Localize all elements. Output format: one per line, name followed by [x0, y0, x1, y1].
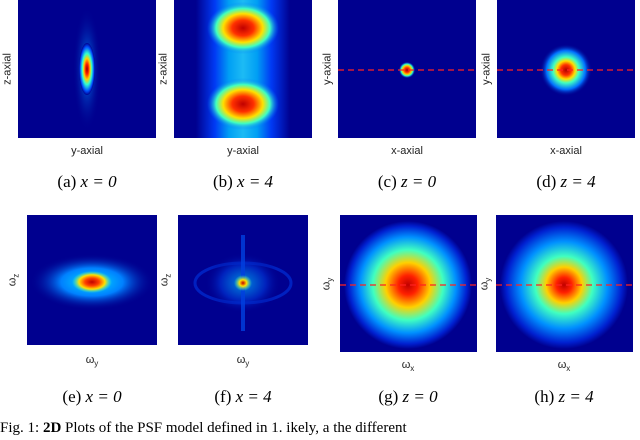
x-axis-label-c: x-axial	[391, 145, 423, 157]
caption-math-g: z = 0	[402, 387, 438, 406]
y-axis-label-c: y-axial	[321, 53, 334, 85]
figure-caption-bold: 2D	[42, 420, 62, 436]
caption-tag-g: (g)	[378, 387, 399, 406]
caption-b: (b) x = 4	[213, 172, 273, 192]
caption-tag-e: (e)	[62, 387, 82, 406]
caption-a: (a) x = 0	[57, 172, 116, 192]
caption-tag-f: (f)	[214, 387, 232, 406]
caption-math-c: z = 0	[401, 172, 437, 191]
psf-image-a	[18, 0, 156, 138]
psf-image-c	[338, 0, 476, 138]
caption-tag-b: (b)	[212, 172, 233, 191]
y-axis-label-h: ωy	[478, 277, 493, 291]
x-axis-label-b: y-axial	[227, 145, 259, 157]
otf-image-h	[496, 215, 633, 352]
caption-tag-a: (a)	[57, 172, 77, 191]
y-axis-label-a: z-axial	[1, 53, 14, 85]
caption-tag-c: (c)	[377, 172, 397, 191]
y-axis-label-b: z-axial	[157, 53, 170, 85]
caption-h: (h) z = 4	[534, 387, 593, 407]
figure-caption: Fig. 1: 2D Plots of the PSF model define…	[0, 420, 407, 437]
caption-math-h: z = 4	[558, 387, 594, 406]
caption-f: (f) x = 4	[214, 387, 271, 407]
figure-caption-prefix: Fig. 1:	[0, 420, 40, 436]
caption-tag-h: (h)	[534, 387, 555, 406]
caption-math-a: x = 0	[80, 172, 117, 191]
caption-math-f: x = 4	[235, 387, 272, 406]
x-axis-label-f: ωy	[236, 354, 250, 369]
otf-image-g	[340, 215, 477, 352]
caption-math-e: x = 0	[85, 387, 122, 406]
x-axis-label-d: x-axial	[550, 145, 582, 157]
x-axis-label-e: ωy	[85, 354, 99, 369]
caption-tag-d: (d)	[536, 172, 557, 191]
y-axis-label-g: ωy	[320, 277, 335, 291]
otf-image-f	[178, 215, 308, 345]
x-axis-label-g: ωx	[401, 359, 415, 374]
caption-math-b: x = 4	[237, 172, 274, 191]
x-axis-label-h: ωx	[557, 359, 571, 374]
psf-image-b	[174, 0, 312, 138]
y-axis-label-e: ωz	[6, 273, 21, 287]
caption-d: (d) z = 4	[536, 172, 595, 192]
caption-e: (e) x = 0	[62, 387, 121, 407]
psf-image-d	[497, 0, 635, 138]
x-axis-label-a: y-axial	[71, 145, 103, 157]
y-axis-label-d: y-axial	[480, 53, 493, 85]
caption-c: (c) z = 0	[378, 172, 436, 192]
caption-math-d: z = 4	[560, 172, 596, 191]
y-axis-label-f: ωz	[158, 273, 173, 287]
caption-g: (g) z = 0	[378, 387, 437, 407]
figure-caption-text: Plots of the PSF model defined in 1. ike…	[65, 420, 407, 436]
otf-image-e	[27, 215, 157, 345]
